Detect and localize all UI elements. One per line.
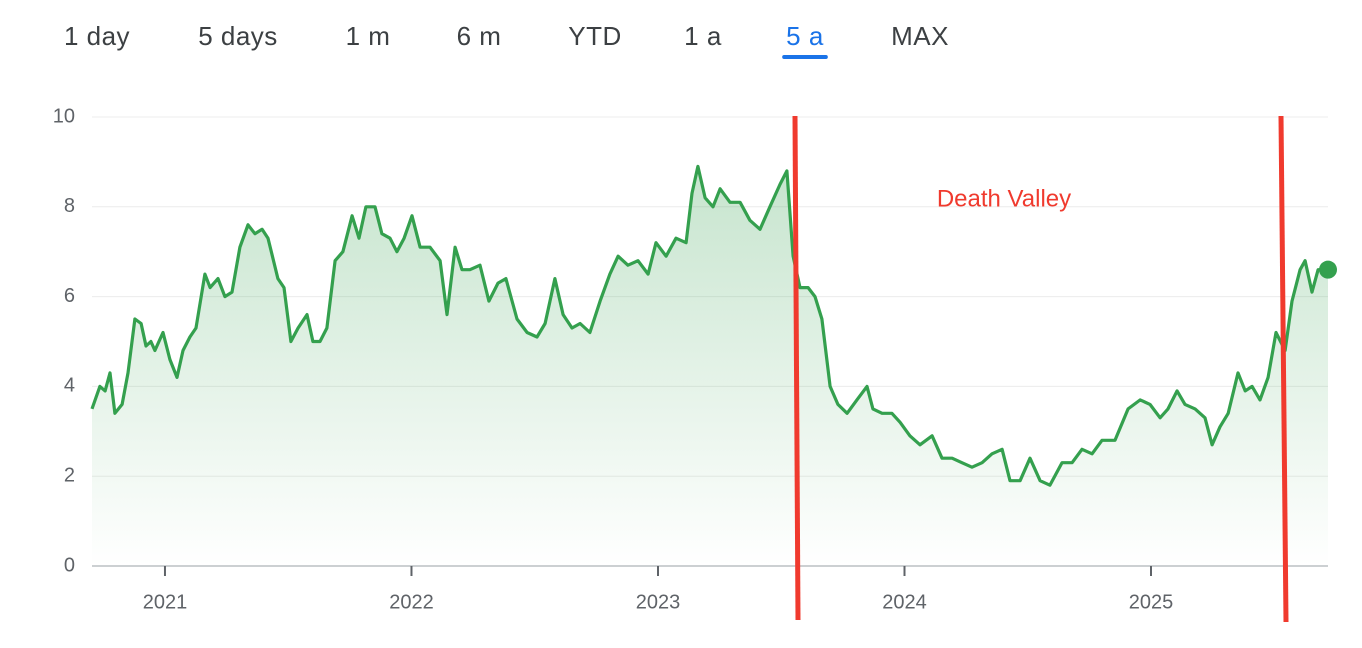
price-line [90, 164, 1328, 487]
x-tick-label: 2023 [636, 591, 681, 613]
marker-line [1278, 115, 1289, 623]
range-tab[interactable]: 1 day [64, 21, 130, 51]
range-tab[interactable]: 6 m [457, 21, 502, 51]
range-tab[interactable]: YTD [568, 21, 622, 51]
price-area [92, 166, 1328, 566]
y-tick-label: 8 [64, 195, 75, 217]
marker-line [792, 115, 801, 621]
plot [90, 164, 1337, 566]
range-tabs: 1 day 5 days 1 m 6 m YTD 1 a 5 a MAX [64, 21, 949, 59]
axes: 0 2 4 6 8 10 2021 2022 2023 2024 2025 [53, 105, 1174, 613]
range-tab[interactable]: 1 a [684, 21, 722, 51]
y-tick-label: 4 [64, 375, 75, 397]
x-tick-label: 2025 [1129, 591, 1174, 613]
y-tick-label: 10 [53, 105, 75, 127]
range-tab[interactable]: MAX [891, 21, 949, 51]
x-tick-label: 2022 [389, 591, 434, 613]
range-tab[interactable]: 1 m [346, 21, 391, 51]
y-tick-label: 6 [64, 285, 75, 307]
range-tab[interactable]: 5 a [786, 21, 824, 51]
y-tick-label: 2 [64, 464, 75, 486]
tab-underline [782, 55, 828, 59]
annotation: Death Valley [937, 185, 1071, 212]
x-tick-label: 2024 [882, 591, 927, 613]
range-tab[interactable]: 5 days [198, 21, 278, 51]
last-point [1319, 260, 1337, 279]
x-tick-label: 2021 [143, 591, 188, 613]
y-tick-label: 0 [64, 554, 75, 576]
